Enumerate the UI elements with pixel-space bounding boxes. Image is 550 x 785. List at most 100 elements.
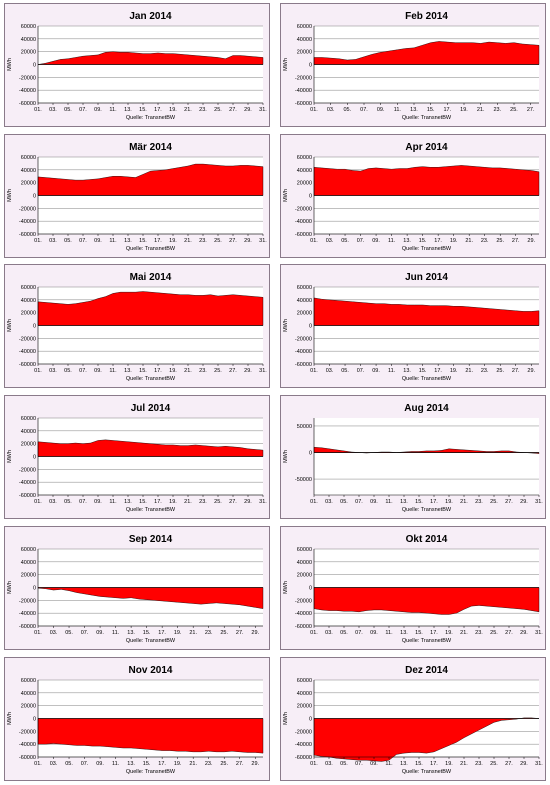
x-tick-label: 29. (520, 630, 528, 636)
x-tick-label: 07. (355, 499, 363, 505)
x-tick-label: 25. (214, 499, 222, 505)
x-tick-label: 07. (81, 761, 89, 767)
chart-panel: Mär 2014 60000 40000 20000 0 -20000 -40000 -600… (4, 134, 270, 258)
x-tick-label: 27. (505, 499, 513, 505)
x-tick-label: 29. (244, 499, 252, 505)
x-tick-label: 17. (158, 630, 166, 636)
chart-title: Apr 2014 (405, 142, 448, 153)
y-tick-label: -20000 (19, 336, 36, 342)
y-tick-label: -60000 (19, 624, 36, 630)
x-tick-label: 23. (475, 630, 483, 636)
x-tick-label: 19. (174, 630, 182, 636)
x-tick-label: 21. (189, 630, 197, 636)
x-tick-label: 21. (184, 368, 192, 374)
chart-panel: Jul 2014 60000 40000 20000 0 -20000 -40000 -600… (4, 395, 270, 519)
x-tick-label: 25. (214, 107, 222, 113)
x-tick-label: 29. (244, 238, 252, 244)
y-axis-label: MWh (7, 319, 13, 332)
x-tick-label: 23. (199, 238, 207, 244)
y-tick-label: 50000 (297, 424, 312, 430)
y-tick-label: -60000 (295, 624, 312, 630)
y-axis-label: MWh (7, 189, 13, 202)
x-tick-label: 11. (112, 630, 120, 636)
chart-title: Sep 2014 (129, 534, 173, 545)
x-tick-label: 21. (184, 107, 192, 113)
x-tick-label: 05. (65, 761, 73, 767)
y-tick-label: -40000 (295, 88, 312, 94)
x-tick-label: 31. (535, 630, 543, 636)
chart-title: Aug 2014 (404, 403, 449, 414)
y-tick-label: 0 (309, 194, 312, 200)
source-label: Quelle: TransnetBW (126, 246, 176, 252)
x-tick-label: 13. (124, 499, 132, 505)
x-tick-label: 01. (310, 368, 318, 374)
x-tick-label: 01. (310, 107, 318, 113)
series-area (37, 718, 264, 754)
chart-panel: Mai 2014 60000 40000 20000 0 -20000 -40000 -600… (4, 264, 270, 388)
chart-panel: Sep 2014 60000 40000 20000 0 -20000 -40000 -600… (4, 526, 270, 650)
chart-panel: Nov 2014 60000 40000 20000 0 -20000 -40000 -600… (4, 657, 270, 781)
x-tick-label: 25. (496, 238, 504, 244)
x-tick-label: 17. (154, 107, 162, 113)
x-tick-label: 19. (445, 499, 453, 505)
x-tick-label: 01. (310, 499, 318, 505)
y-tick-label: -60000 (295, 101, 312, 107)
x-tick-label: 27. (505, 761, 513, 767)
x-tick-label: 17. (154, 368, 162, 374)
x-tick-label: 17. (430, 499, 438, 505)
y-tick-label: -40000 (19, 742, 36, 748)
chart-title: Mai 2014 (130, 272, 172, 283)
y-tick-label: 0 (33, 324, 36, 330)
x-tick-label: 03. (325, 630, 333, 636)
y-tick-label: -40000 (295, 219, 312, 225)
chart-svg: Jun 2014 60000 40000 20000 0 -20000 -40000 -600… (283, 272, 540, 382)
x-tick-label: 27. (527, 107, 535, 113)
x-tick-label: 25. (214, 368, 222, 374)
chart-title: Nov 2014 (129, 665, 173, 676)
x-tick-label: 09. (94, 499, 102, 505)
x-tick-label: 15. (419, 238, 427, 244)
y-tick-label: -40000 (19, 349, 36, 355)
x-tick-label: 05. (64, 368, 72, 374)
y-axis-label: MWh (7, 450, 13, 463)
y-tick-label: 40000 (21, 691, 36, 697)
x-tick-label: 07. (357, 368, 365, 374)
chart-title: Feb 2014 (405, 11, 448, 22)
x-tick-label: 21. (460, 630, 468, 636)
y-axis-label: MWh (283, 58, 289, 71)
x-tick-label: 15. (139, 107, 147, 113)
chart-panel: Aug 2014 50000 0 -50000 01. 03. 05. 07. 09. 11. 13… (280, 395, 546, 519)
x-tick-label: 17. (154, 238, 162, 244)
chart-title: Jun 2014 (405, 272, 448, 283)
chart-panel: Feb 2014 60000 40000 20000 0 -20000 -40000 -600… (280, 3, 546, 127)
x-tick-label: 07. (79, 499, 87, 505)
y-tick-label: -20000 (295, 206, 312, 212)
x-tick-label: 07. (360, 107, 368, 113)
x-tick-label: 19. (445, 630, 453, 636)
x-tick-label: 29. (244, 107, 252, 113)
y-tick-label: 60000 (297, 285, 312, 291)
y-tick-label: 60000 (297, 547, 312, 553)
y-axis-label: MWh (7, 581, 13, 594)
x-tick-label: 19. (460, 107, 468, 113)
x-tick-label: 23. (481, 368, 489, 374)
x-tick-label: 13. (124, 107, 132, 113)
y-tick-label: -20000 (19, 729, 36, 735)
source-label: Quelle: TransnetBW (126, 376, 176, 382)
x-tick-label: 29. (251, 630, 259, 636)
x-tick-label: 31. (259, 238, 267, 244)
x-tick-label: 11. (109, 368, 117, 374)
y-tick-label: -20000 (295, 336, 312, 342)
x-tick-label: 09. (94, 238, 102, 244)
y-tick-label: -60000 (295, 232, 312, 238)
y-tick-label: 20000 (297, 50, 312, 56)
x-tick-label: 31. (259, 499, 267, 505)
y-tick-label: 40000 (21, 37, 36, 43)
x-tick-label: 17. (158, 761, 166, 767)
y-tick-label: 40000 (297, 37, 312, 43)
source-label: Quelle: TransnetBW (402, 246, 452, 252)
x-tick-label: 19. (445, 761, 453, 767)
y-tick-label: -20000 (295, 729, 312, 735)
y-tick-label: 20000 (297, 311, 312, 317)
chart-svg: Feb 2014 60000 40000 20000 0 -20000 -40000 -600… (283, 11, 540, 121)
